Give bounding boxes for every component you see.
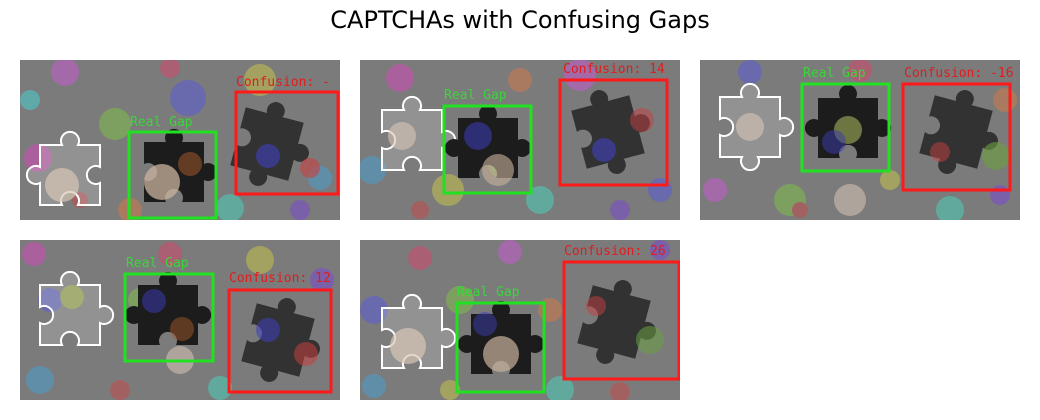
captcha-panel-4: Real Gap Confusion: 12	[20, 240, 340, 400]
real-gap-label: Real Gap	[803, 66, 866, 81]
real-gap-label: Real Gap	[457, 285, 520, 300]
captcha-panel-1: Real Gap Confusion: -	[20, 60, 340, 220]
figure-title: CAPTCHAs with Confusing Gaps	[330, 6, 710, 34]
real-gap-label: Real Gap	[130, 115, 193, 130]
captcha-panel-4-scene	[22, 242, 334, 400]
confusion-label: Confusion: 12	[229, 271, 331, 286]
captcha-panel-5: Real Gap Confusion: 26	[360, 240, 680, 400]
captcha-panel-2: Real Gap Confusion: 14	[360, 60, 680, 220]
captcha-panel-1-scene	[20, 60, 340, 220]
confusion-label: Confusion: 26	[564, 244, 666, 259]
real-gap-label: Real Gap	[126, 256, 189, 271]
confusion-label: Confusion: -	[236, 75, 330, 90]
captcha-panel-3: Real Gap Confusion: -16	[700, 60, 1020, 220]
real-gap-label: Real Gap	[444, 88, 507, 103]
captcha-panel-3-scene	[703, 60, 1017, 220]
confusion-label: Confusion: -16	[904, 66, 1014, 81]
confusion-label: Confusion: 14	[563, 62, 665, 77]
captcha-panel-5-scene	[360, 240, 680, 400]
captcha-panel-2-scene	[360, 60, 672, 220]
